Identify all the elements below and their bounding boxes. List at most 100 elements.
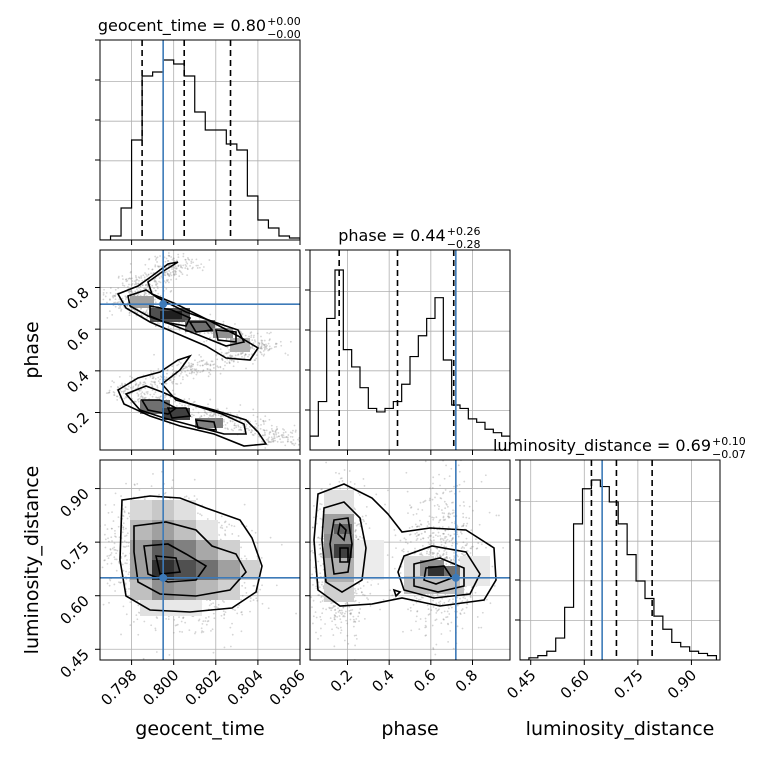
sample-point	[144, 397, 146, 400]
sample-point	[275, 342, 278, 345]
sample-point	[333, 605, 336, 608]
sample-point	[293, 424, 296, 427]
sample-point	[432, 536, 435, 539]
sample-point	[436, 552, 439, 555]
sample-point	[145, 309, 148, 312]
sample-point	[112, 391, 115, 393]
sample-point	[213, 617, 216, 620]
sample-point	[434, 534, 437, 537]
sample-point	[432, 599, 434, 602]
sample-point	[440, 537, 442, 540]
sample-point	[109, 579, 112, 582]
sample-point	[431, 551, 434, 554]
sample-point	[447, 516, 450, 519]
density-cell	[130, 580, 152, 600]
sample-point	[254, 432, 256, 435]
sample-point	[228, 355, 231, 357]
sample-point	[205, 339, 208, 342]
sample-point	[113, 391, 116, 394]
sample-point	[306, 436, 308, 438]
sample-point	[444, 557, 447, 560]
sample-point	[201, 269, 204, 272]
sample-point	[280, 441, 283, 443]
sample-point	[143, 392, 146, 395]
sample-point	[245, 525, 248, 528]
sample-point	[128, 512, 130, 515]
sample-point	[104, 538, 107, 541]
sample-point	[451, 538, 454, 541]
sample-point	[462, 512, 465, 515]
sample-point	[328, 606, 331, 609]
sample-point	[145, 273, 148, 276]
sample-point	[206, 620, 209, 623]
sample-point	[193, 368, 196, 371]
sample-point	[242, 351, 244, 354]
sample-point	[138, 489, 141, 491]
sample-point	[382, 598, 385, 601]
sample-point	[262, 420, 264, 422]
sample-point	[354, 621, 357, 623]
sample-point	[282, 441, 284, 443]
sample-point	[219, 526, 222, 529]
sample-point	[124, 389, 127, 392]
sample-point	[445, 551, 448, 554]
sample-point	[292, 612, 294, 614]
sample-point	[104, 504, 107, 506]
sample-point	[437, 531, 440, 534]
x-tick-label-geocent_time: 0.800	[139, 666, 182, 709]
sample-point	[140, 275, 143, 278]
sample-point	[135, 278, 138, 281]
sample-point	[348, 605, 351, 608]
sample-point	[462, 516, 465, 519]
sample-point	[217, 408, 220, 411]
sample-point	[223, 617, 225, 620]
sample-point	[465, 525, 468, 527]
sample-point	[329, 607, 332, 609]
sample-point	[250, 331, 253, 334]
sample-point	[134, 310, 137, 313]
sample-point	[164, 281, 167, 284]
sample-point	[91, 607, 93, 609]
sample-point	[424, 531, 426, 534]
density-cell	[130, 296, 154, 308]
sample-point	[430, 540, 433, 542]
sample-point	[148, 258, 151, 260]
sample-point	[163, 274, 166, 277]
sample-point	[269, 441, 272, 444]
sample-point	[240, 428, 242, 431]
sample-point	[188, 362, 190, 364]
sample-point	[205, 361, 208, 364]
panel-content	[100, 250, 308, 450]
sample-point	[253, 348, 256, 351]
sample-point	[451, 537, 454, 540]
sample-point	[305, 518, 307, 520]
sample-point	[230, 524, 233, 527]
sample-point	[143, 381, 146, 384]
sample-point	[260, 347, 262, 350]
sample-point	[113, 394, 115, 396]
sample-point	[164, 382, 167, 385]
sample-point	[354, 522, 356, 525]
sample-point	[259, 418, 262, 421]
sample-point	[362, 584, 365, 587]
sample-point	[304, 518, 306, 520]
sample-point	[186, 267, 189, 270]
title-superscript: +0.26	[447, 225, 481, 238]
sample-point	[167, 273, 170, 276]
sample-point	[104, 546, 107, 549]
sample-point	[412, 513, 415, 516]
sample-point	[111, 380, 114, 382]
sample-point	[155, 289, 157, 292]
sample-point	[438, 601, 440, 604]
sample-point	[176, 623, 179, 626]
sample-point	[315, 631, 317, 634]
sample-point	[233, 424, 236, 427]
title-superscript: +0.10	[712, 435, 746, 448]
sample-point	[457, 558, 460, 561]
sample-point	[177, 363, 180, 366]
sample-point	[244, 353, 247, 356]
sample-point	[166, 369, 169, 372]
sample-point	[429, 539, 432, 541]
sample-point	[349, 618, 352, 621]
sample-point	[269, 331, 272, 334]
